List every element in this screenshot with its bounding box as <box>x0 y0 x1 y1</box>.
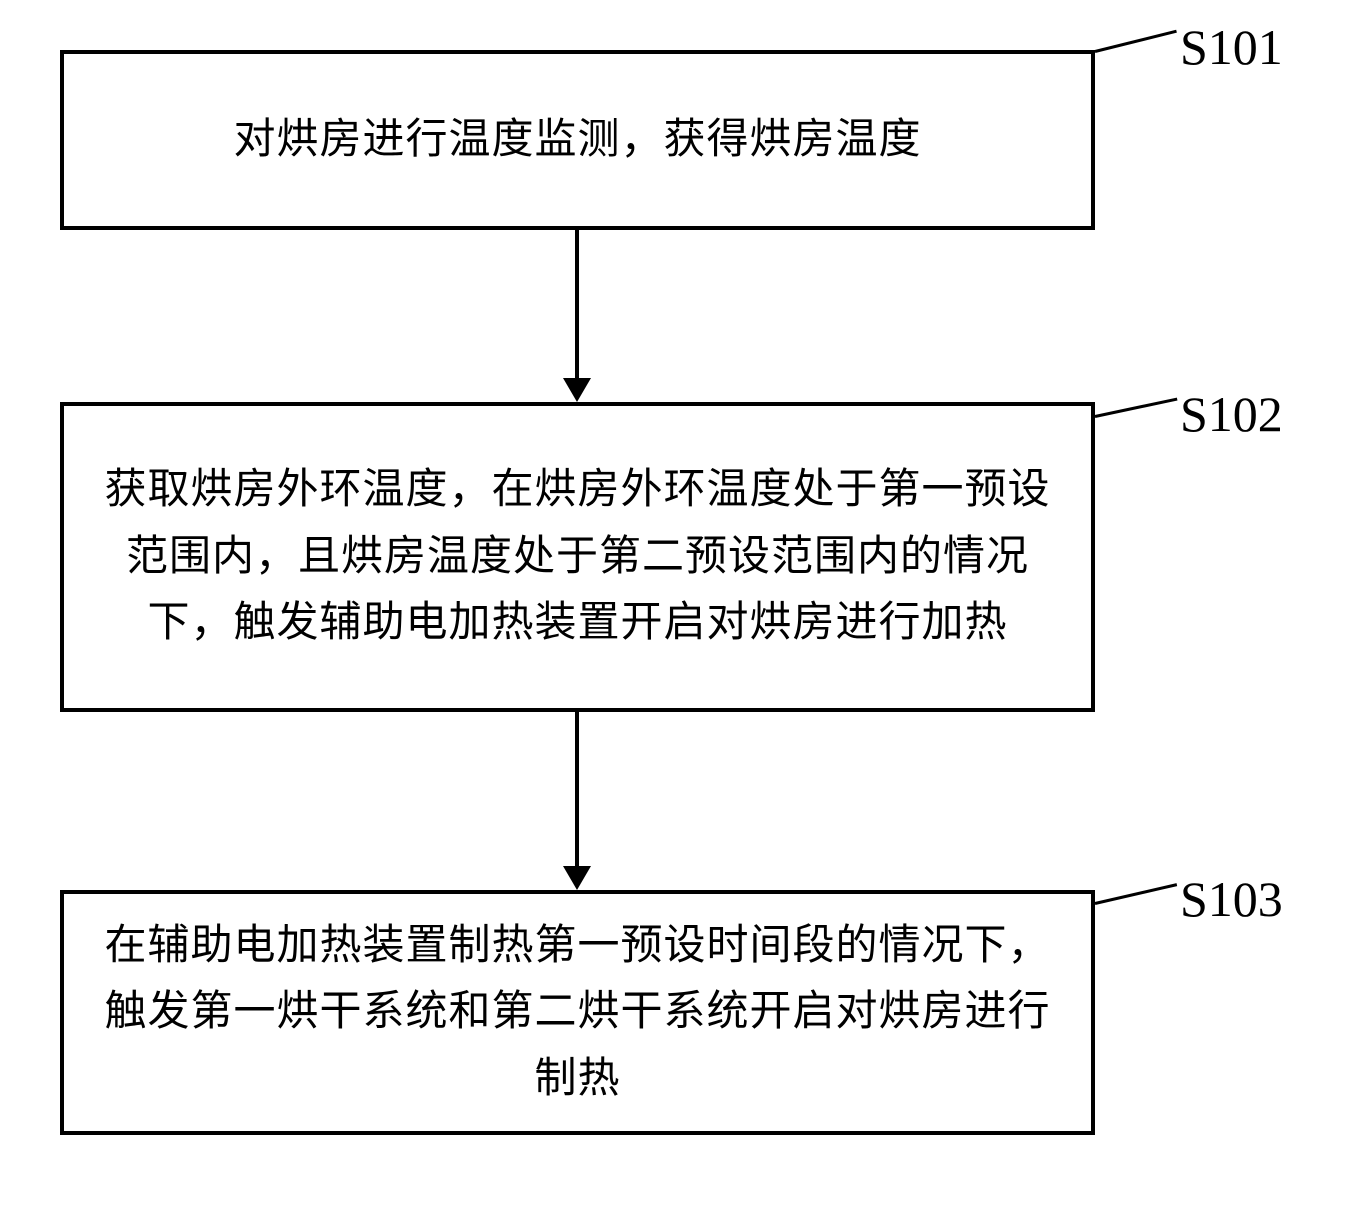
flow-step-s101: 对烘房进行温度监测，获得烘房温度 <box>60 50 1095 230</box>
flow-step-text: 对烘房进行温度监测，获得烘房温度 <box>233 107 921 173</box>
leader-line-s103 <box>1095 883 1178 905</box>
arrow-s101-s102-head <box>563 378 591 402</box>
step-label-s103: S103 <box>1180 870 1283 928</box>
arrow-s102-s103-line <box>575 712 579 868</box>
step-label-s102: S102 <box>1180 385 1283 443</box>
flow-step-s103: 在辅助电加热装置制热第一预设时间段的情况下，触发第一烘干系统和第二烘干系统开启对… <box>60 890 1095 1135</box>
arrow-s102-s103-head <box>563 866 591 890</box>
leader-line-s102 <box>1095 398 1178 418</box>
flow-step-s102: 获取烘房外环温度，在烘房外环温度处于第一预设范围内，且烘房温度处于第二预设范围内… <box>60 402 1095 712</box>
step-label-s101: S101 <box>1180 18 1283 76</box>
leader-line-s101 <box>1095 30 1177 53</box>
flow-step-text: 在辅助电加热装置制热第一预设时间段的情况下，触发第一烘干系统和第二烘干系统开启对… <box>92 913 1063 1112</box>
arrow-s101-s102-line <box>575 230 579 380</box>
flow-step-text: 获取烘房外环温度，在烘房外环温度处于第一预设范围内，且烘房温度处于第二预设范围内… <box>92 457 1063 656</box>
